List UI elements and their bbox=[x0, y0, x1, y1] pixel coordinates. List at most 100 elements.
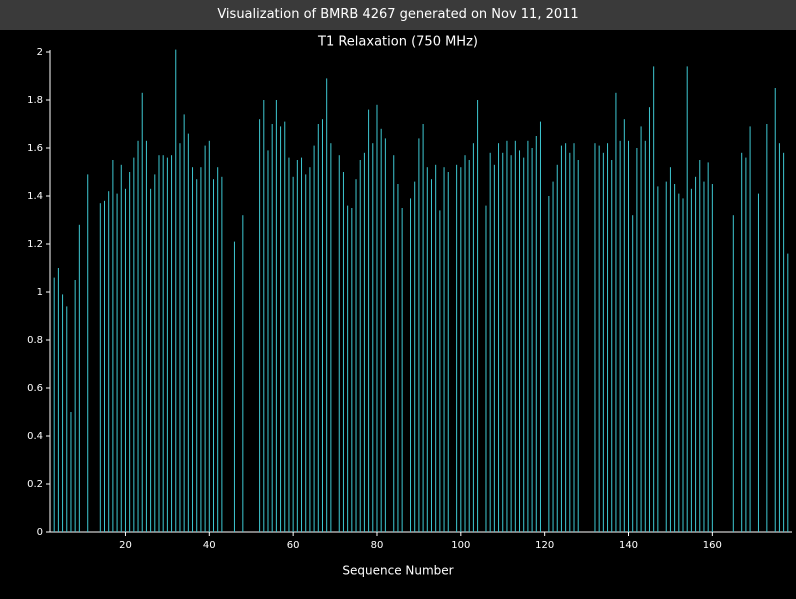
bar bbox=[435, 164, 437, 533]
bar bbox=[309, 167, 311, 532]
bar bbox=[657, 186, 659, 532]
bar bbox=[778, 143, 780, 532]
bar bbox=[280, 126, 282, 533]
bar bbox=[674, 184, 676, 532]
bar bbox=[539, 121, 541, 532]
bar bbox=[565, 143, 567, 532]
bar bbox=[422, 124, 424, 532]
bar bbox=[372, 143, 374, 532]
bar bbox=[527, 140, 529, 533]
y-tick-label: 0.4 bbox=[27, 431, 43, 442]
y-tick-label: 0.8 bbox=[27, 335, 43, 346]
bar bbox=[87, 174, 89, 532]
bar bbox=[62, 294, 64, 532]
bar bbox=[514, 140, 516, 533]
bar bbox=[133, 157, 135, 532]
bar bbox=[330, 143, 332, 532]
y-tick-label: 1.8 bbox=[27, 95, 43, 106]
y-tick-label: 1 bbox=[37, 287, 43, 298]
bar bbox=[347, 205, 349, 532]
bar bbox=[766, 124, 768, 532]
y-tick-label: 1.2 bbox=[27, 239, 43, 250]
x-tick-label: 60 bbox=[287, 540, 300, 551]
y-tick-label: 0.2 bbox=[27, 479, 43, 490]
bar bbox=[187, 133, 189, 532]
bar bbox=[275, 100, 277, 532]
bar bbox=[200, 167, 202, 532]
bar bbox=[665, 181, 667, 532]
bar bbox=[506, 140, 508, 533]
x-tick-label: 20 bbox=[119, 540, 132, 551]
bar bbox=[368, 109, 370, 532]
bar bbox=[217, 167, 219, 532]
bar bbox=[648, 107, 650, 532]
bar bbox=[468, 160, 470, 532]
bar bbox=[502, 152, 504, 533]
bar bbox=[150, 188, 152, 533]
bar bbox=[464, 155, 466, 532]
bar bbox=[619, 140, 621, 533]
bar bbox=[418, 138, 420, 532]
bar bbox=[288, 157, 290, 532]
bar bbox=[636, 148, 638, 532]
bar bbox=[644, 140, 646, 533]
bar bbox=[221, 176, 223, 533]
bar bbox=[628, 140, 630, 533]
bar bbox=[607, 143, 609, 532]
bar bbox=[112, 160, 114, 532]
page-header: Visualization of BMRB 4267 generated on … bbox=[0, 0, 796, 30]
bar bbox=[669, 167, 671, 532]
bar bbox=[158, 155, 160, 532]
bar bbox=[535, 136, 537, 532]
bar bbox=[196, 179, 198, 532]
bar bbox=[363, 152, 365, 533]
x-tick-label: 160 bbox=[703, 540, 722, 551]
bar bbox=[66, 306, 68, 532]
bar bbox=[493, 164, 495, 533]
bar bbox=[162, 155, 164, 532]
bar bbox=[653, 66, 655, 533]
bar bbox=[78, 224, 80, 533]
bar bbox=[703, 181, 705, 532]
x-tick-label: 120 bbox=[535, 540, 554, 551]
bar bbox=[116, 193, 118, 532]
bar bbox=[443, 167, 445, 532]
bar bbox=[745, 157, 747, 532]
bar bbox=[686, 66, 688, 533]
bar bbox=[351, 208, 353, 532]
chart: T1 Relaxation (750 MHz) Sequence Number … bbox=[27, 35, 792, 578]
bar bbox=[141, 92, 143, 533]
bar bbox=[447, 172, 449, 532]
bar bbox=[598, 145, 600, 532]
bar bbox=[741, 152, 743, 533]
bar bbox=[129, 172, 131, 532]
bar bbox=[489, 152, 491, 533]
bar bbox=[426, 167, 428, 532]
bar bbox=[485, 205, 487, 532]
bar bbox=[569, 152, 571, 533]
bar bbox=[640, 126, 642, 533]
bar bbox=[682, 198, 684, 532]
bar bbox=[212, 179, 214, 532]
bar bbox=[783, 152, 785, 533]
x-tick-label: 80 bbox=[371, 540, 384, 551]
bar bbox=[166, 157, 168, 532]
bar bbox=[787, 253, 789, 532]
bar bbox=[380, 128, 382, 533]
bar bbox=[602, 152, 604, 533]
bar bbox=[774, 88, 776, 532]
bar bbox=[414, 181, 416, 532]
bar bbox=[498, 143, 500, 532]
bar bbox=[321, 119, 323, 532]
y-tick-label: 1.6 bbox=[27, 143, 43, 154]
bar bbox=[456, 164, 458, 533]
bar bbox=[263, 100, 265, 532]
bar bbox=[359, 160, 361, 532]
bar bbox=[430, 179, 432, 532]
bar bbox=[548, 196, 550, 532]
bar bbox=[749, 126, 751, 533]
bar bbox=[573, 143, 575, 532]
bar bbox=[632, 215, 634, 532]
x-axis-label: Sequence Number bbox=[342, 564, 453, 578]
bar bbox=[53, 277, 55, 532]
